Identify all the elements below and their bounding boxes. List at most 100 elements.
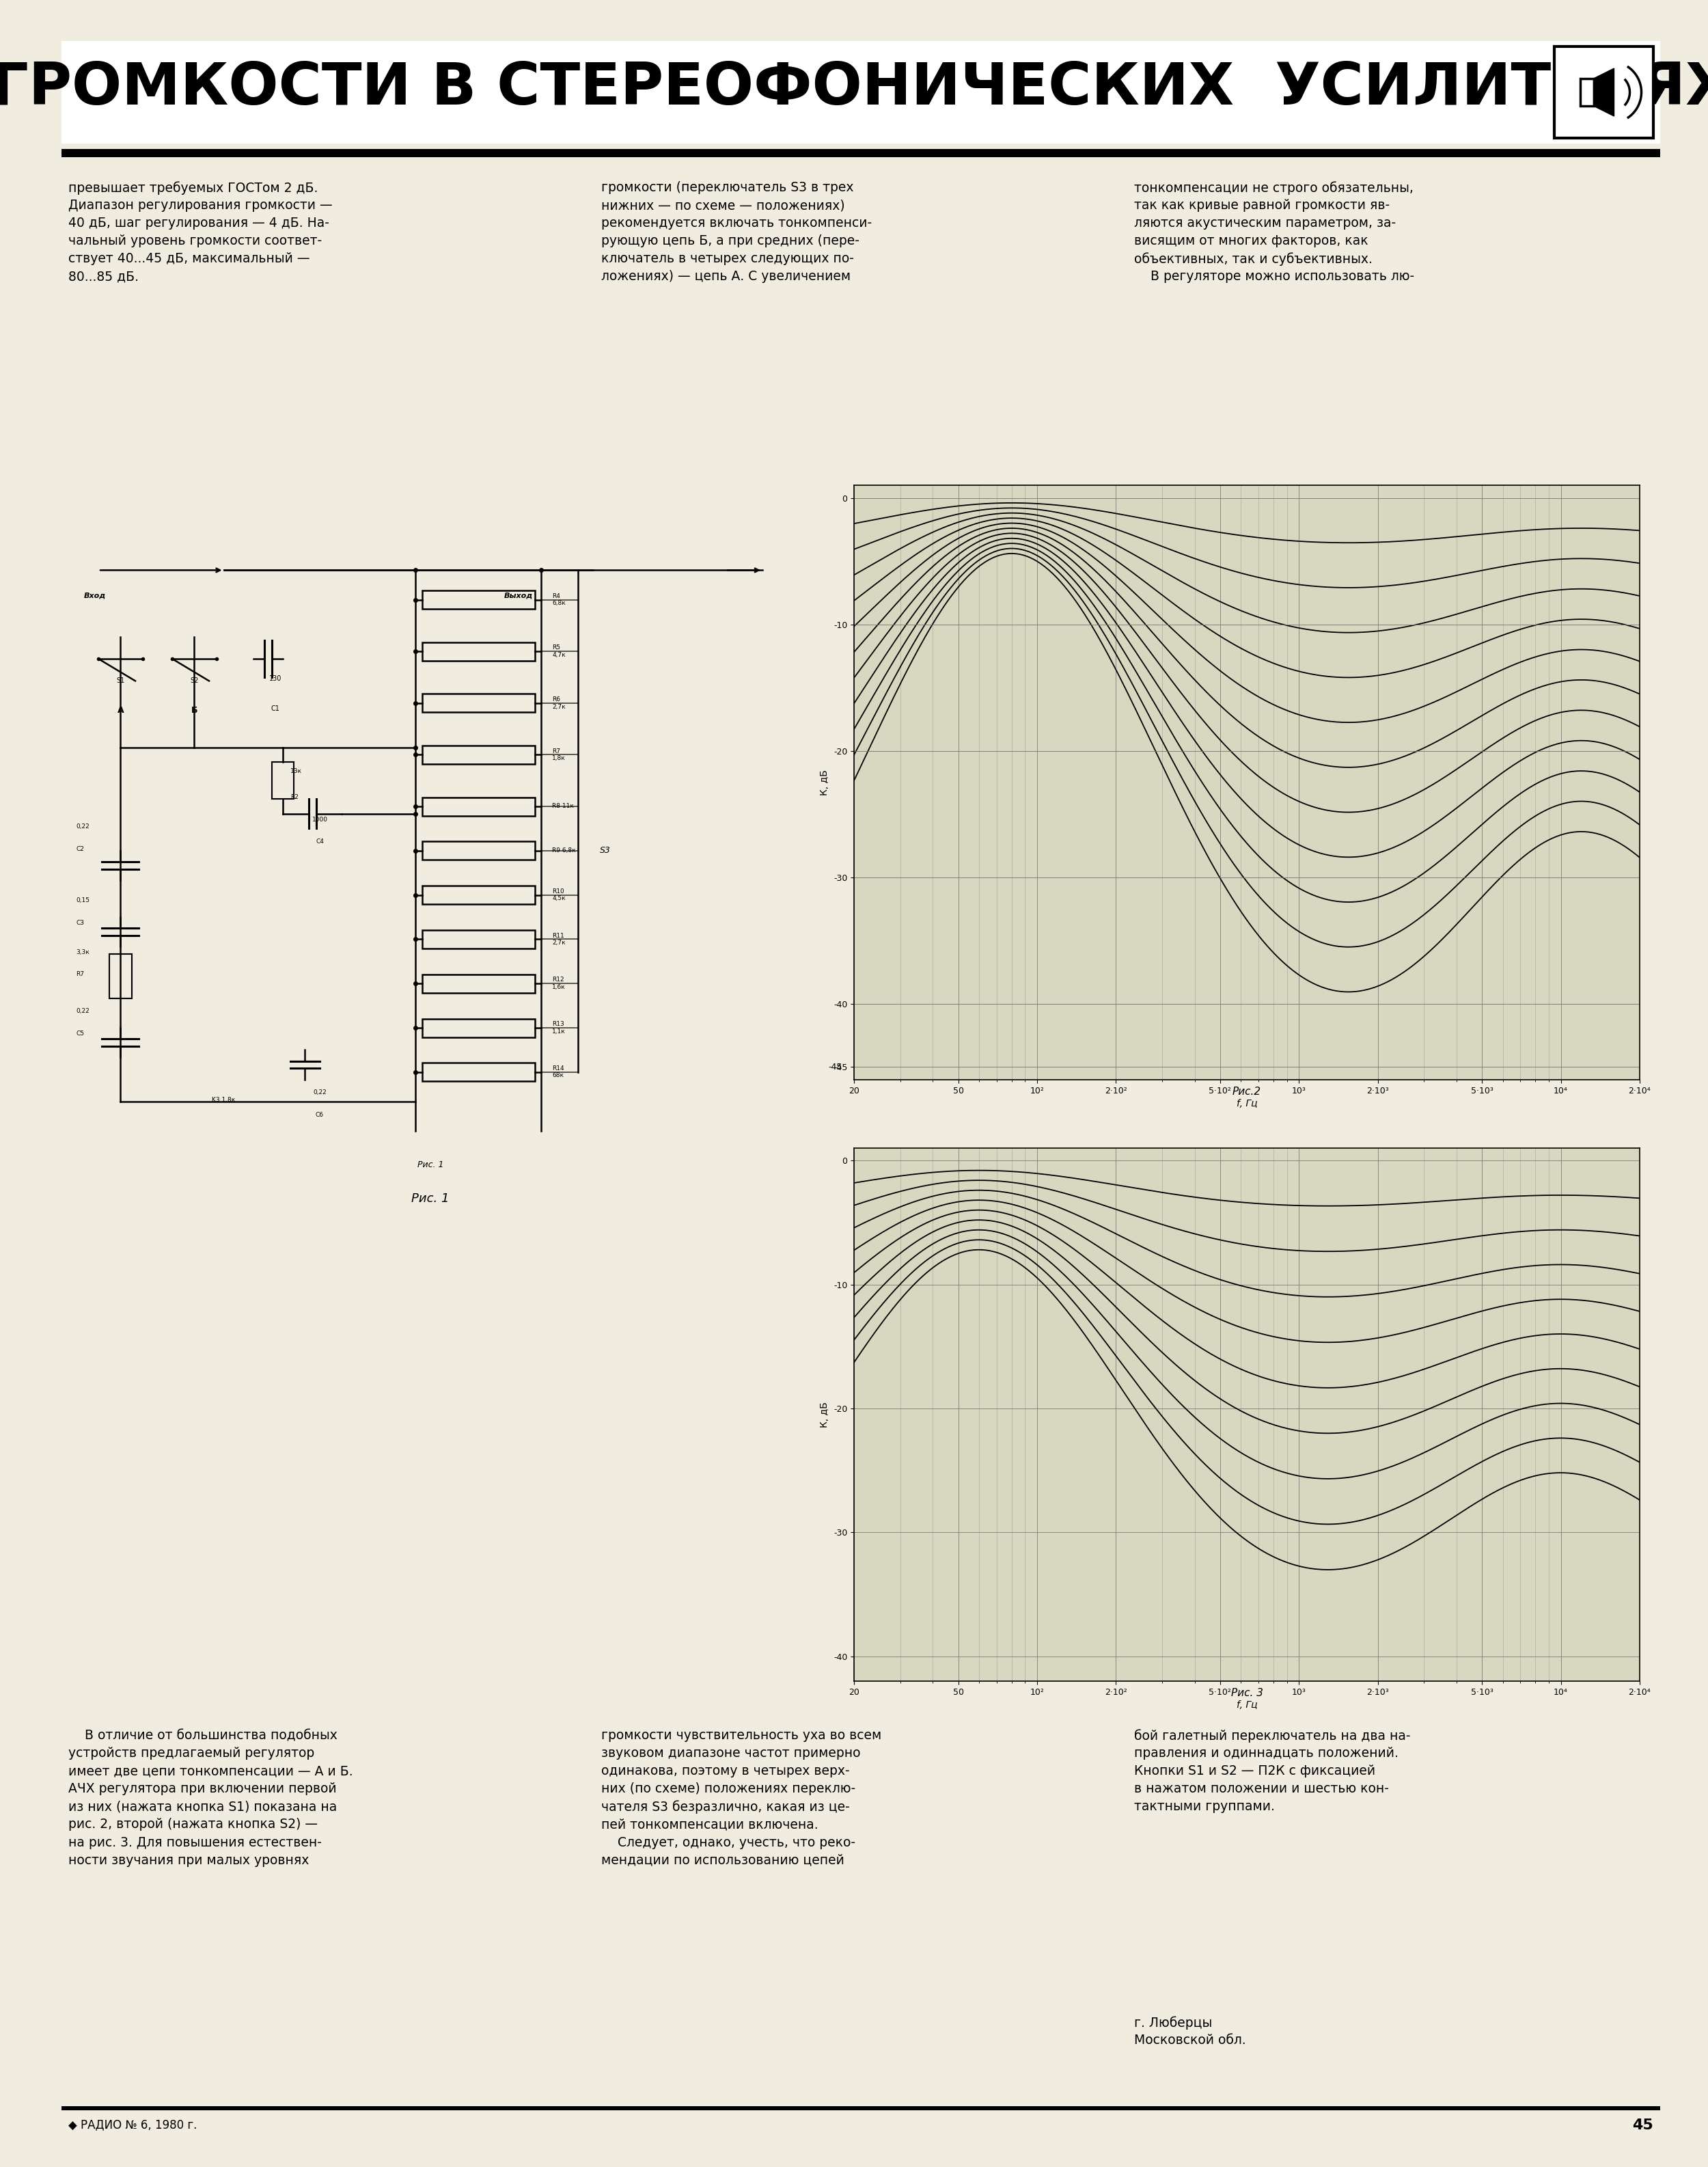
Text: В отличие от большинства подобных: В отличие от большинства подобных [68,1729,338,1742]
Text: 130: 130 [270,676,282,683]
Text: громкости (переключатель S3 в трех: громкости (переключатель S3 в трех [601,182,854,195]
X-axis label: f, Гц: f, Гц [1237,1701,1257,1710]
Text: рующую цепь Б, а при средних (пере-: рующую цепь Б, а при средних (пере- [601,234,859,247]
Text: 1000: 1000 [313,817,328,823]
Text: устройств предлагаемый регулятор: устройств предлагаемый регулятор [68,1747,314,1760]
Bar [422,797,535,815]
Text: Кнопки S1 и S2 — П2К с фиксацией: Кнопки S1 и S2 — П2К с фиксацией [1134,1764,1375,1777]
Text: C5: C5 [77,1029,84,1036]
Bar [422,592,535,609]
Text: ложениях) — цепь А. С увеличением: ложениях) — цепь А. С увеличением [601,271,851,284]
Text: R7
1,8к: R7 1,8к [552,748,565,761]
Text: S1: S1 [116,678,125,685]
Bar [109,953,132,999]
Bar [1580,78,1594,106]
Text: -45: -45 [828,1062,842,1070]
Text: ности звучания при малых уровнях: ности звучания при малых уровнях [68,1853,309,1866]
Text: R9 6,8к: R9 6,8к [552,847,576,854]
Text: C1: C1 [272,704,280,711]
Text: S2: S2 [190,678,198,685]
Text: на рис. 3. Для повышения естествен-: на рис. 3. Для повышения естествен- [68,1835,321,1848]
Bar [61,41,1660,143]
Text: C4: C4 [316,839,325,845]
Text: 0,22: 0,22 [77,1008,91,1014]
Text: Выход: Выход [504,592,533,600]
Text: тактными группами.: тактными группами. [1134,1801,1274,1814]
Text: объективных, так и субъективных.: объективных, так и субъективных. [1134,251,1373,267]
Text: мендации по использованию цепей: мендации по использованию цепей [601,1853,844,1866]
Text: громкости чувствительность уха во всем: громкости чувствительность уха во всем [601,1729,881,1742]
Text: 0,15: 0,15 [77,897,91,904]
Text: ляются акустическим параметром, за-: ляются акустическим параметром, за- [1134,217,1395,230]
Bar [1554,46,1653,139]
Text: Рис. 1: Рис. 1 [417,1162,444,1170]
Bar [422,975,535,992]
Bar [272,763,294,800]
Text: R5
4,7к: R5 4,7к [552,646,565,659]
Text: ствует 40...45 дБ, максимальный —: ствует 40...45 дБ, максимальный — [68,251,309,264]
Text: R2: R2 [290,795,299,800]
Text: 13к: 13к [290,769,302,774]
Text: ключатель в четырех следующих по-: ключатель в четырех следующих по- [601,251,854,264]
Text: R7: R7 [77,971,84,977]
Text: в нажатом положении и шестью кон-: в нажатом положении и шестью кон- [1134,1783,1389,1796]
Y-axis label: К, дБ: К, дБ [820,769,830,795]
Text: C6: C6 [316,1112,325,1118]
Text: 80...85 дБ.: 80...85 дБ. [68,271,138,284]
Bar [422,1018,535,1038]
Text: Вход: Вход [84,592,106,600]
Bar [61,2106,1660,2111]
Text: рекомендуется включать тонкомпенси-: рекомендуется включать тонкомпенси- [601,217,871,230]
Text: Рис. 1: Рис. 1 [412,1192,449,1205]
Text: K3 1,8к: K3 1,8к [212,1097,236,1103]
Text: одинакова, поэтому в четырех верх-: одинакова, поэтому в четырех верх- [601,1764,849,1777]
Text: Рис.2: Рис.2 [1233,1086,1261,1097]
Bar [422,841,535,860]
Text: Московской обл.: Московской обл. [1134,2035,1245,2048]
Text: г. Люберцы: г. Люберцы [1134,2015,1213,2030]
Text: превышает требуемых ГОСТом 2 дБ.: превышает требуемых ГОСТом 2 дБ. [68,182,318,195]
Text: R12
1,6к: R12 1,6к [552,977,565,990]
Text: так как кривые равной громкости яв-: так как кривые равной громкости яв- [1134,199,1390,212]
Bar [422,886,535,904]
Text: В регуляторе можно использовать лю-: В регуляторе можно использовать лю- [1134,271,1414,284]
Text: чальный уровень громкости соответ-: чальный уровень громкости соответ- [68,234,321,247]
Text: них (по схеме) положениях переклю-: них (по схеме) положениях переклю- [601,1783,856,1796]
Text: 3,3к: 3,3к [77,949,91,956]
Text: R4
6,8к: R4 6,8к [552,594,565,607]
Text: АЧХ регулятора при включении первой: АЧХ регулятора при включении первой [68,1783,336,1796]
Bar [422,745,535,765]
Polygon shape [1594,69,1614,117]
Text: Рис. 3: Рис. 3 [1231,1688,1262,1699]
Text: чателя S3 безразлично, какая из це-: чателя S3 безразлично, какая из це- [601,1801,851,1814]
Text: Диапазон регулирования громкости —: Диапазон регулирования громкости — [68,199,333,212]
Text: имеет две цепи тонкомпенсации — А и Б.: имеет две цепи тонкомпенсации — А и Б. [68,1764,354,1777]
Text: правления и одиннадцать положений.: правления и одиннадцать положений. [1134,1747,1399,1760]
Text: ◆ РАДИО № 6, 1980 г.: ◆ РАДИО № 6, 1980 г. [68,2119,196,2130]
Text: Б: Б [191,706,198,715]
Text: ГРОМКОСТИ В СТЕРЕОФОНИЧЕСКИХ  УСИЛИТЕЛЯХ: ГРОМКОСТИ В СТЕРЕОФОНИЧЕСКИХ УСИЛИТЕЛЯХ [0,61,1708,117]
Y-axis label: К, дБ: К, дБ [820,1402,830,1428]
Text: нижних — по схеме — положениях): нижних — по схеме — положениях) [601,199,845,212]
Text: 45: 45 [1633,2119,1653,2132]
Text: C2: C2 [77,845,84,852]
Bar [422,641,535,661]
Text: бой галетный переключатель на два на-: бой галетный переключатель на два на- [1134,1729,1411,1742]
Text: R6
2,7к: R6 2,7к [552,696,565,709]
Bar [422,693,535,713]
Text: R8 11к: R8 11к [552,804,574,810]
Text: А: А [118,706,123,715]
X-axis label: f, Гц: f, Гц [1237,1099,1257,1110]
Text: рис. 2, второй (нажата кнопка S2) —: рис. 2, второй (нажата кнопка S2) — [68,1818,318,1831]
Bar [422,930,535,949]
Bar [61,150,1660,158]
Bar [422,1062,535,1081]
Text: из них (нажата кнопка S1) показана на: из них (нажата кнопка S1) показана на [68,1801,336,1814]
Text: R10
4,5к: R10 4,5к [552,888,565,901]
Text: C3: C3 [77,919,84,925]
Text: R11
2,7к: R11 2,7к [552,932,565,945]
Text: 0,22: 0,22 [313,1090,326,1097]
Text: S3: S3 [600,847,611,856]
Text: тонкомпенсации не строго обязательны,: тонкомпенсации не строго обязательны, [1134,182,1414,195]
Text: 40 дБ, шаг регулирования — 4 дБ. На-: 40 дБ, шаг регулирования — 4 дБ. На- [68,217,330,230]
